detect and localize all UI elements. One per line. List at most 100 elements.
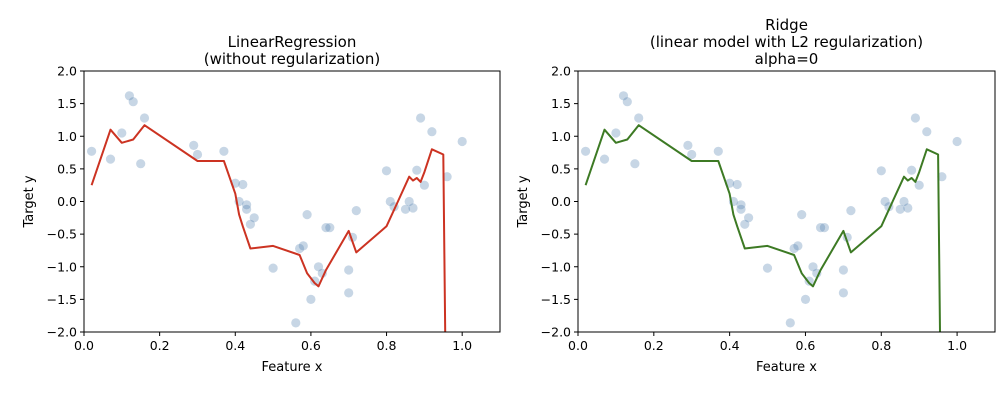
data-point [732,179,742,190]
y-tick-label: 1.5 [551,96,571,111]
data-point [298,241,308,251]
y-tick-label: −1.5 [541,292,571,307]
y-tick-label: 0.5 [57,161,77,176]
data-point [291,318,301,328]
data-point [634,113,644,123]
x-tick-label: 0.8 [871,338,891,353]
y-tick-label: −0.5 [47,227,77,242]
data-point [611,128,621,138]
x-tick-label: 0.8 [377,338,397,353]
data-point [351,206,361,216]
y-tick-label: 0.0 [57,194,77,209]
fitted-line [90,124,447,332]
y-tick-label: −1.0 [47,259,77,274]
data-point [785,318,795,328]
data-point [344,265,354,275]
data-point [630,159,640,169]
data-point [808,262,818,272]
data-point [242,204,252,214]
data-point [295,243,305,254]
chart-title-line: LinearRegression [228,33,357,51]
data-point [313,262,324,272]
x-axis-label: Feature x [756,360,817,375]
data-point [838,288,849,298]
data-point [105,154,116,164]
data-point [922,127,932,137]
data-point [618,91,629,101]
data-point [899,196,909,207]
data-point [325,223,335,233]
data-point [914,180,924,190]
x-axis-label: Feature x [262,360,323,375]
data-point [117,128,127,138]
data-point [242,200,252,210]
y-tick-label: 1.0 [551,129,571,144]
chart-title-line: alpha=0 [755,50,819,68]
y-tick-label: −2.0 [541,325,571,340]
chart-title-line: (linear model with L2 regularization) [650,33,923,51]
data-point [245,219,255,229]
data-point [895,204,905,214]
y-axis-label: Target y [22,175,37,228]
chart-title-line: (without regularization) [204,50,380,68]
data-point [416,113,426,123]
x-tick-label: 0.2 [150,338,170,353]
data-point [789,243,799,254]
data-point [683,140,693,150]
data-point [419,180,429,190]
data-point [87,146,97,156]
chart-title-line: Ridge [765,16,808,34]
data-point [838,265,849,275]
axes-frame [577,70,996,333]
data-point [344,288,354,298]
data-point [381,166,392,176]
data-point [816,223,826,233]
x-tick-label: 0.6 [796,338,816,353]
axes-frame [83,70,501,333]
data-point [910,113,921,123]
data-point [412,165,422,175]
y-tick-label: 1.5 [57,96,77,111]
scatter-points [581,91,962,328]
data-point [687,149,697,160]
y-tick-label: 2.0 [551,64,571,79]
data-point [400,204,411,214]
data-point [427,127,437,137]
data-point [952,136,962,147]
data-point [408,203,418,213]
x-tick-label: 0.0 [74,338,94,353]
chart-panel-ridge: 0.0 0.2 0.4 0.6 0.8 1.0 −2.0 −1.5 −1.0 −0.5 0.0 0.5… [516,16,996,375]
y-axis-label: Target y [516,175,531,228]
data-point [139,113,150,123]
data-point [736,204,746,214]
data-point [442,172,452,182]
data-point [740,219,750,229]
data-point [937,172,947,182]
data-point [599,154,610,164]
y-tick-label: −1.0 [541,259,571,274]
chart-panel-linear-regression: 0.0 0.2 0.4 0.6 0.8 1.0 −2.0 −1.5 −1.0 −0.5 0.0 0.5… [22,33,501,375]
y-tick-label: 0.0 [551,194,571,209]
x-tick-label: 1.0 [947,338,967,353]
data-point [192,149,203,160]
data-point [404,196,414,207]
data-point [819,223,830,233]
x-tick-label: 0.6 [301,338,321,353]
data-point [268,263,278,273]
y-tick-label: −1.5 [47,292,77,307]
y-tick-label: −2.0 [47,325,77,340]
data-point [306,294,316,304]
data-point [713,146,723,156]
data-point [903,203,913,213]
y-tick-label: 2.0 [57,64,77,79]
data-point [622,97,632,107]
data-point [136,159,146,169]
data-point [385,196,395,207]
x-tick-label: 0.4 [225,338,245,353]
data-point [457,136,467,147]
data-point [800,294,811,304]
y-tick-label: 1.0 [57,129,77,144]
y-tick-label: 0.5 [551,161,571,176]
data-point [581,146,591,156]
